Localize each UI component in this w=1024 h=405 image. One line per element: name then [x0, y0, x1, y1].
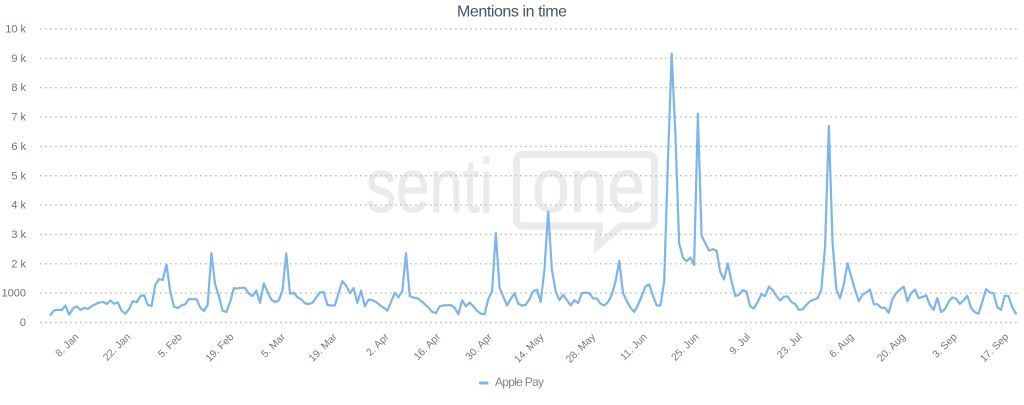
svg-text:Mentions in time: Mentions in time: [457, 4, 567, 21]
svg-text:8 k: 8 k: [11, 82, 26, 94]
svg-text:7 k: 7 k: [11, 112, 26, 124]
svg-text:2 k: 2 k: [11, 258, 26, 270]
svg-text:10 k: 10 k: [5, 24, 26, 36]
svg-text:4 k: 4 k: [11, 200, 26, 212]
svg-text:3 k: 3 k: [11, 229, 26, 241]
svg-text:9 k: 9 k: [11, 53, 26, 65]
svg-text:5 k: 5 k: [11, 170, 26, 182]
svg-text:0: 0: [20, 317, 26, 329]
svg-text:6 k: 6 k: [11, 141, 26, 153]
svg-text:Apple Pay: Apple Pay: [495, 375, 544, 389]
svg-text:1000: 1000: [2, 288, 26, 300]
svg-text:senti: senti: [366, 144, 493, 229]
